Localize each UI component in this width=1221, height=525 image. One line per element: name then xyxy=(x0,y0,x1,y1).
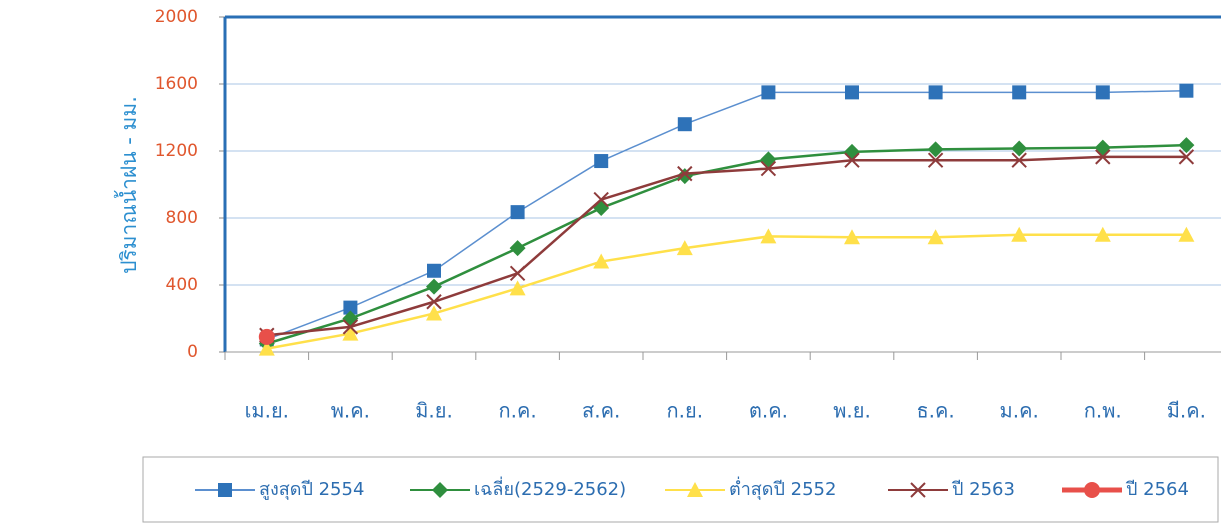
y-tick-label: 400 xyxy=(166,275,198,295)
data-point xyxy=(509,265,526,281)
data-point xyxy=(1178,137,1195,154)
data-point xyxy=(676,240,693,256)
series-line xyxy=(266,143,1187,345)
y-tick-label: 800 xyxy=(166,208,198,228)
data-point xyxy=(1094,226,1111,242)
data-point xyxy=(927,229,944,245)
data-point xyxy=(427,263,441,278)
y-tick-label: 2000 xyxy=(155,7,198,27)
x-tick-label: ธ.ค. xyxy=(916,399,954,423)
x-tick-label: ส.ค. xyxy=(582,399,620,423)
data-point xyxy=(510,205,525,220)
data-point xyxy=(343,300,358,315)
data-point xyxy=(1178,149,1195,165)
data-point xyxy=(1011,226,1028,242)
legend-label: สูงสุดปี 2554 xyxy=(259,479,364,500)
data-point xyxy=(342,325,359,341)
data-point xyxy=(342,319,359,335)
legend-label: ปี 2564 xyxy=(1126,479,1189,500)
data-point xyxy=(258,340,275,356)
data-point xyxy=(761,85,776,100)
data-point xyxy=(927,152,944,168)
data-point xyxy=(844,143,860,160)
data-point xyxy=(258,328,275,345)
data-point xyxy=(844,152,860,168)
data-point xyxy=(593,191,609,208)
legend-marker xyxy=(687,482,703,497)
data-point xyxy=(593,199,610,216)
data-point xyxy=(1012,85,1027,100)
data-point xyxy=(677,117,692,132)
legend-label: ปี 2563 xyxy=(952,479,1015,500)
legend-label: เฉลี่ย(2529-2562) xyxy=(474,476,626,500)
data-point xyxy=(593,253,610,269)
data-point xyxy=(928,85,943,100)
y-tick-label: 0 xyxy=(187,342,198,362)
x-tick-label: มิ.ย. xyxy=(415,399,453,423)
y-tick-label: 1600 xyxy=(155,74,198,94)
data-point xyxy=(1095,85,1110,100)
data-point xyxy=(1179,83,1194,98)
x-tick-label: เม.ย. xyxy=(245,399,289,423)
x-tick-label: พ.ย. xyxy=(833,399,871,423)
y-axis-label: ปริมาณน้ำฝน - มม. xyxy=(114,96,141,274)
data-point xyxy=(1095,149,1111,165)
data-point xyxy=(845,85,859,100)
data-point xyxy=(426,294,442,310)
x-tick-label: ม.ค. xyxy=(1000,399,1039,423)
data-point xyxy=(760,160,777,177)
legend-marker xyxy=(910,482,926,498)
y-tick-label: 1200 xyxy=(155,141,198,161)
data-point xyxy=(1011,140,1028,157)
legend-label: ต่ำสุดปี 2552 xyxy=(729,476,836,500)
legend-marker xyxy=(1084,482,1100,498)
data-point xyxy=(426,278,442,295)
data-point xyxy=(426,305,442,321)
series-line xyxy=(266,89,1187,341)
x-tick-label: ต.ค. xyxy=(749,399,788,423)
data-point xyxy=(844,229,860,245)
legend-box xyxy=(142,456,1219,523)
data-point xyxy=(927,141,944,158)
x-tick-label: พ.ค. xyxy=(331,399,370,423)
data-point xyxy=(760,151,777,168)
data-point xyxy=(760,228,777,244)
x-tick-label: ก.พ. xyxy=(1084,399,1122,423)
data-point xyxy=(1011,152,1027,168)
data-point xyxy=(509,280,526,296)
legend-marker xyxy=(432,482,448,498)
x-tick-label: ก.ย. xyxy=(667,399,704,423)
series-line xyxy=(266,233,1187,350)
series-line xyxy=(266,155,1187,337)
legend-marker xyxy=(218,483,232,497)
data-point xyxy=(509,240,526,257)
x-tick-label: ก.ค. xyxy=(498,399,536,423)
x-tick-label: มี.ค. xyxy=(1167,399,1206,423)
data-point xyxy=(1094,139,1111,156)
data-point xyxy=(594,154,609,169)
data-point xyxy=(677,165,693,182)
data-point xyxy=(1178,226,1195,242)
